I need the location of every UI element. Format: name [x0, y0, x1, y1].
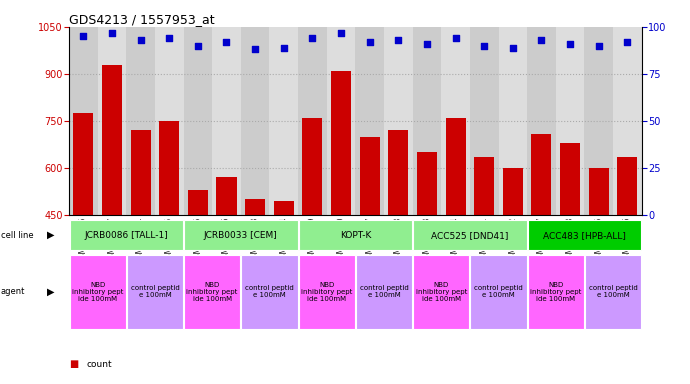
Text: ■: ■ [69, 359, 78, 369]
Text: NBD
inhibitory pept
ide 100mM: NBD inhibitory pept ide 100mM [186, 282, 238, 302]
Bar [69, 27, 98, 215]
Bar [446, 118, 466, 215]
Text: JCRB0086 [TALL-1]: JCRB0086 [TALL-1] [84, 231, 168, 240]
Point [193, 43, 204, 49]
Text: agent: agent [1, 287, 25, 296]
Text: control peptid
e 100mM: control peptid e 100mM [130, 285, 179, 298]
Point [507, 45, 518, 51]
Point [278, 45, 289, 51]
Bar [470, 27, 498, 215]
Bar [355, 27, 384, 215]
Point [164, 35, 175, 41]
Bar [102, 65, 122, 215]
Text: ACC483 [HPB-ALL]: ACC483 [HPB-ALL] [543, 231, 626, 240]
Bar [388, 131, 408, 215]
Bar [159, 121, 179, 215]
Bar [618, 157, 638, 215]
Point [78, 33, 89, 40]
Text: JCRB0033 [CEM]: JCRB0033 [CEM] [204, 231, 277, 240]
Bar [274, 201, 294, 215]
Text: NBD
inhibitory pept
ide 100mM: NBD inhibitory pept ide 100mM [530, 282, 582, 302]
Bar [70, 220, 183, 250]
Point [135, 37, 146, 43]
Text: cell line: cell line [1, 231, 33, 240]
Text: control peptid
e 100mM: control peptid e 100mM [589, 285, 638, 298]
Bar [503, 168, 523, 215]
Bar [528, 220, 641, 250]
Bar [417, 152, 437, 215]
Bar [331, 71, 351, 215]
Point [307, 35, 318, 41]
Bar [560, 143, 580, 215]
Text: NBD
inhibitory pept
ide 100mM: NBD inhibitory pept ide 100mM [72, 282, 124, 302]
Point [564, 41, 575, 47]
Point [450, 35, 461, 41]
Bar [213, 27, 241, 215]
Text: control peptid
e 100mM: control peptid e 100mM [474, 285, 523, 298]
Text: ▶: ▶ [47, 230, 55, 240]
Point [479, 43, 490, 49]
Point [593, 43, 604, 49]
Bar [528, 255, 584, 329]
Bar [442, 27, 470, 215]
Bar [299, 255, 355, 329]
Bar [245, 199, 265, 215]
Bar [155, 27, 184, 215]
Bar [241, 27, 270, 215]
Bar [589, 168, 609, 215]
Bar [184, 27, 213, 215]
Bar [70, 255, 126, 329]
Point [622, 39, 633, 45]
Text: ▶: ▶ [47, 287, 55, 297]
Bar [327, 27, 355, 215]
Text: count: count [86, 360, 112, 369]
Bar [531, 134, 551, 215]
Text: control peptid
e 100mM: control peptid e 100mM [359, 285, 408, 298]
Bar [413, 220, 526, 250]
Bar [298, 27, 327, 215]
Text: KOPT-K: KOPT-K [339, 231, 371, 240]
Text: NBD
inhibitory pept
ide 100mM: NBD inhibitory pept ide 100mM [415, 282, 467, 302]
Bar [359, 137, 380, 215]
Point [335, 30, 346, 36]
Text: GDS4213 / 1557953_at: GDS4213 / 1557953_at [69, 13, 215, 26]
Bar [299, 220, 412, 250]
Bar [188, 190, 208, 215]
Bar [471, 255, 526, 329]
Bar [584, 27, 613, 215]
Point [221, 39, 232, 45]
Bar [270, 27, 298, 215]
Bar [585, 255, 641, 329]
Point [250, 46, 261, 53]
Bar [556, 27, 584, 215]
Bar [126, 27, 155, 215]
Bar [499, 27, 527, 215]
Bar [127, 255, 183, 329]
Point [393, 37, 404, 43]
Text: ACC525 [DND41]: ACC525 [DND41] [431, 231, 509, 240]
Bar [613, 27, 642, 215]
Bar [356, 255, 412, 329]
Bar [73, 113, 93, 215]
Text: NBD
inhibitory pept
ide 100mM: NBD inhibitory pept ide 100mM [301, 282, 353, 302]
Bar [241, 255, 297, 329]
Bar [413, 255, 469, 329]
Bar [130, 131, 150, 215]
Bar [184, 220, 297, 250]
Point [364, 39, 375, 45]
Bar [384, 27, 413, 215]
Point [536, 37, 547, 43]
Bar [413, 27, 442, 215]
Text: control peptid
e 100mM: control peptid e 100mM [245, 285, 294, 298]
Bar [302, 118, 322, 215]
Bar [474, 157, 494, 215]
Bar [527, 27, 556, 215]
Bar [98, 27, 126, 215]
Point [106, 30, 117, 36]
Bar [217, 177, 237, 215]
Bar [184, 255, 240, 329]
Point [422, 41, 433, 47]
